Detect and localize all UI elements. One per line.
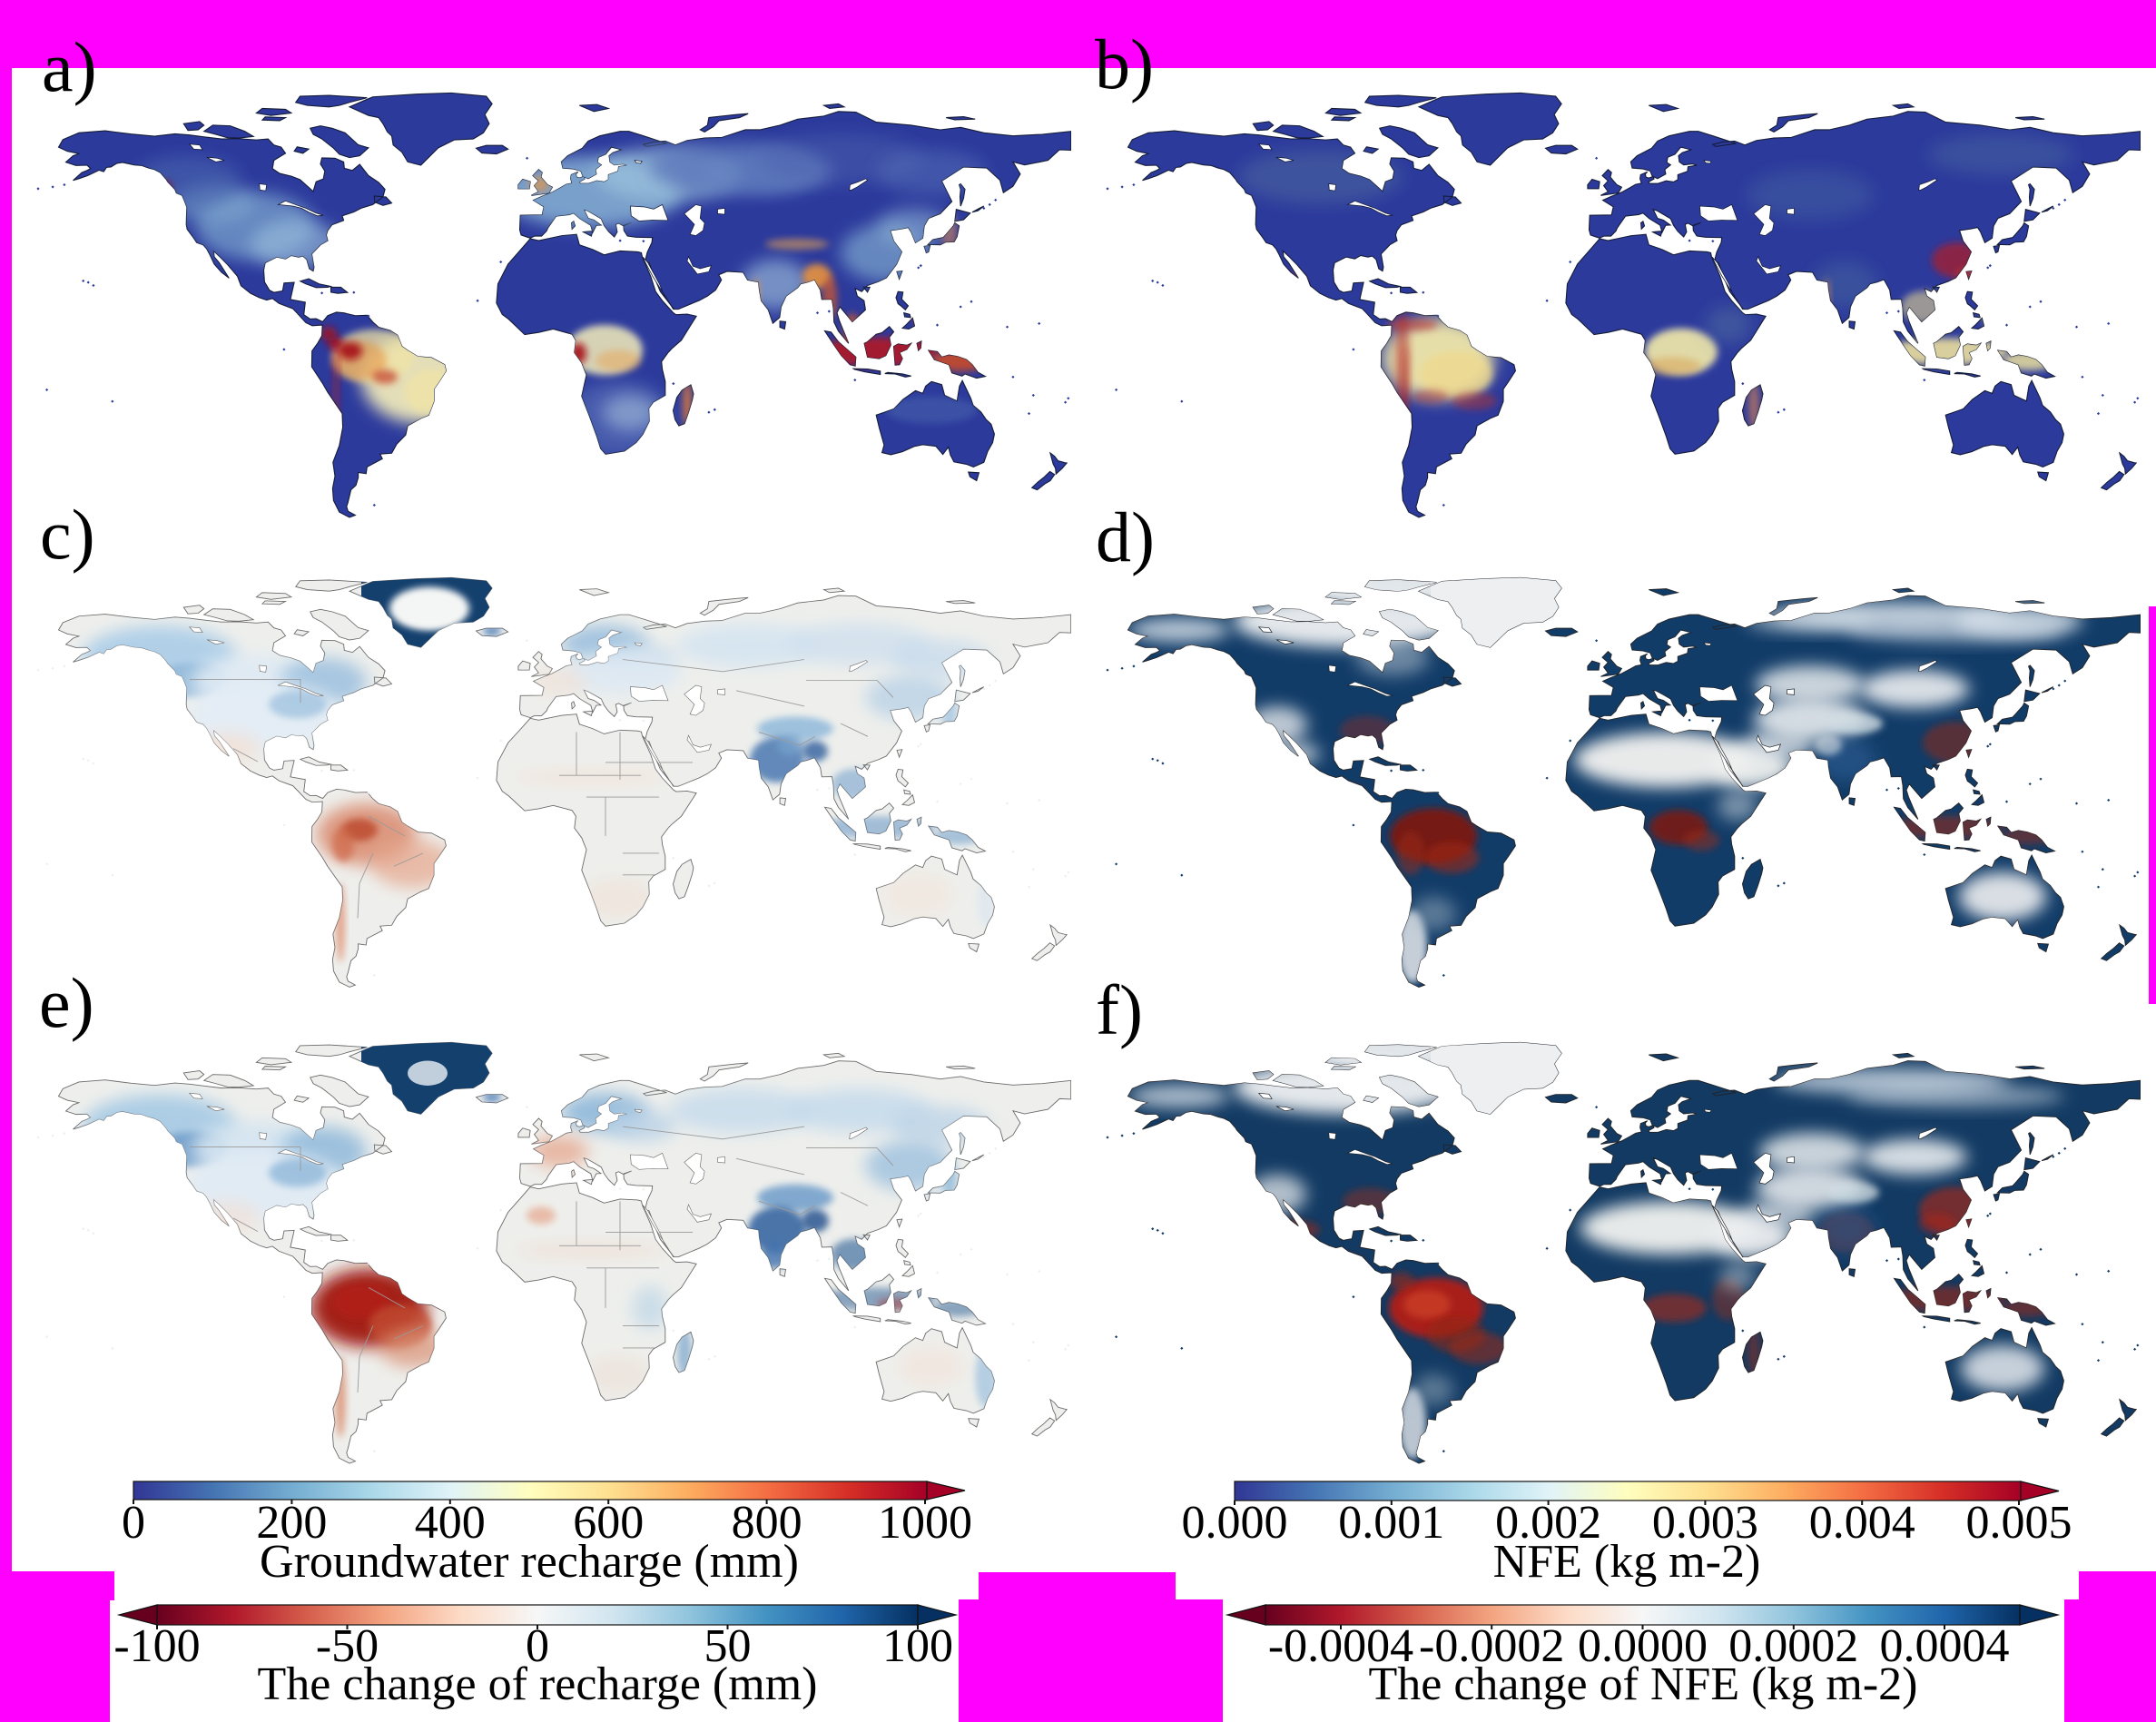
svg-text:0.003: 0.003 bbox=[1652, 1497, 1758, 1549]
svg-text:0.002: 0.002 bbox=[1495, 1497, 1601, 1549]
svg-text:400: 400 bbox=[415, 1497, 486, 1549]
svg-text:0.005: 0.005 bbox=[1966, 1497, 2072, 1549]
svg-text:Groundwater recharge (mm): Groundwater recharge (mm) bbox=[260, 1536, 799, 1588]
svg-text:0.000: 0.000 bbox=[1182, 1497, 1288, 1549]
svg-text:-0.0004: -0.0004 bbox=[1268, 1620, 1413, 1672]
svg-text:50: 50 bbox=[704, 1620, 752, 1672]
svg-text:200: 200 bbox=[256, 1497, 327, 1549]
svg-text:NFE (kg m-2): NFE (kg m-2) bbox=[1493, 1536, 1761, 1588]
svg-text:0.001: 0.001 bbox=[1338, 1497, 1444, 1549]
svg-text:800: 800 bbox=[732, 1497, 802, 1549]
svg-text:-0.0002: -0.0002 bbox=[1419, 1620, 1564, 1672]
svg-text:0.0002: 0.0002 bbox=[1728, 1620, 1858, 1672]
svg-text:The change of NFE (kg m-2): The change of NFE (kg m-2) bbox=[1368, 1658, 1917, 1710]
svg-text:600: 600 bbox=[573, 1497, 644, 1549]
svg-text:-50: -50 bbox=[316, 1620, 379, 1672]
svg-text:1000: 1000 bbox=[878, 1497, 972, 1549]
svg-text:The change of recharge (mm): The change of recharge (mm) bbox=[258, 1658, 818, 1710]
svg-text:0.004: 0.004 bbox=[1809, 1497, 1915, 1549]
svg-text:-100: -100 bbox=[113, 1620, 200, 1672]
svg-text:0.0000: 0.0000 bbox=[1578, 1620, 1708, 1672]
svg-text:0: 0 bbox=[526, 1620, 549, 1672]
svg-text:100: 100 bbox=[882, 1620, 953, 1672]
svg-text:0.0004: 0.0004 bbox=[1880, 1620, 2010, 1672]
svg-text:0: 0 bbox=[122, 1497, 145, 1549]
